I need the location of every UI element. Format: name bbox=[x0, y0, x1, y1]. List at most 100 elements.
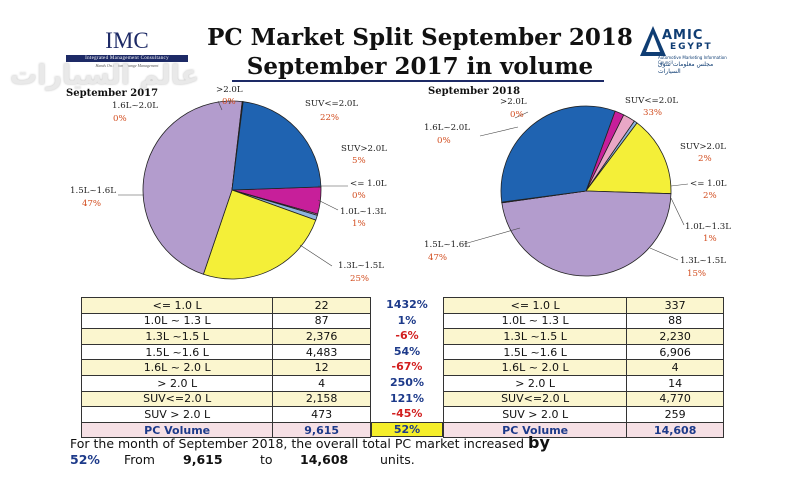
table-row: <= 1.0 L 22 bbox=[80, 297, 371, 314]
total-label-cell: PC Volume bbox=[442, 421, 628, 439]
segment-cell: 1.0L ~ 1.3 L bbox=[80, 312, 274, 330]
pie-slice-suv-le-2-0 bbox=[500, 105, 616, 203]
summary-from-label: From bbox=[124, 452, 155, 467]
segment-cell: 1.3L ~1.5 L bbox=[80, 328, 274, 345]
total-change-cell: 52% bbox=[371, 421, 443, 438]
summary-line1: For the month of September 2018, the ove… bbox=[70, 433, 550, 452]
volume-cell: 87 bbox=[272, 312, 371, 330]
volume-cell: 2,376 bbox=[272, 328, 371, 345]
segment-cell: SUV<=2.0 L bbox=[442, 390, 628, 408]
volume-cell: 259 bbox=[626, 406, 724, 423]
leader-line bbox=[479, 126, 519, 137]
table-row: 1.3L ~1.5 L 2,230 bbox=[442, 328, 724, 345]
summary-units: units. bbox=[380, 452, 415, 467]
leader-line bbox=[649, 247, 679, 261]
table-row: 1.3L ~1.5 L 2,376 bbox=[80, 328, 371, 345]
leader-line bbox=[670, 197, 685, 226]
pie-slice-1-5-1-6 bbox=[142, 100, 243, 275]
table-row: <= 1.0 L 337 bbox=[442, 297, 724, 314]
amic-logo-text: AMIC bbox=[662, 28, 704, 43]
change-cell: -67% bbox=[391, 360, 423, 374]
table-row: 1.5L ~1.6 L 4,483 bbox=[80, 343, 371, 361]
slice-percent-1-3-1-5: 15% bbox=[687, 269, 706, 279]
segment-cell: > 2.0 L bbox=[80, 374, 274, 392]
slice-percent-suv-le-2-0: 22% bbox=[320, 113, 339, 123]
slice-label-suv-le-2-0: SUV<=2.0L bbox=[305, 99, 358, 109]
table-row: SUV<=2.0 L 2,158 bbox=[80, 390, 371, 408]
slice-percent-1-5-1-6: 47% bbox=[82, 199, 101, 209]
page-title-line1: PC Market Split September 2018 bbox=[207, 24, 633, 51]
segment-cell: 1.5L ~1.6 L bbox=[80, 343, 274, 361]
total-row: PC Volume 9,615 bbox=[80, 421, 371, 439]
amic-logo-subtitle: Automotive Marketing Information Council bbox=[658, 55, 727, 65]
segment-cell: <= 1.0 L bbox=[80, 297, 274, 314]
imc-logo-text: IMC bbox=[105, 28, 149, 53]
change-column: 1432% 1% -6% 54% -67% 250% 121% -45% 52% bbox=[371, 297, 443, 438]
segment-cell: 1.3L ~1.5 L bbox=[442, 328, 628, 345]
page-title-line2: September 2017 in volume bbox=[246, 53, 594, 80]
table-row: SUV > 2.0 L 259 bbox=[442, 406, 724, 423]
table-row: > 2.0 L 14 bbox=[442, 374, 724, 392]
table-row: SUV > 2.0 L 473 bbox=[80, 406, 371, 423]
imc-logo-subtitle: Integrated Management Consultancy bbox=[66, 55, 188, 62]
segment-cell: 1.0L ~ 1.3 L bbox=[442, 312, 628, 330]
table-row: SUV<=2.0 L 4,770 bbox=[442, 390, 724, 408]
summary-to-value: 14,608 bbox=[300, 452, 349, 467]
pie-slice-1-3-1-5 bbox=[202, 189, 317, 280]
segment-cell: > 2.0 L bbox=[442, 374, 628, 392]
table-2017: <= 1.0 L 22 1.0L ~ 1.3 L 87 1.3L ~1.5 L 2,376… bbox=[80, 297, 371, 439]
slice-percent-le-1-0: 0% bbox=[352, 191, 366, 201]
total-row: PC Volume 14,608 bbox=[442, 421, 724, 439]
table-row: 1.0L ~ 1.3 L 88 bbox=[442, 312, 724, 330]
imc-logo: IMC Integrated Management Consultancy Ha… bbox=[62, 28, 192, 68]
slice-label-gt-2-0: >2.0L bbox=[216, 85, 243, 95]
volume-cell: 473 bbox=[272, 406, 371, 423]
slice-label-gt-2-0: >2.0L bbox=[500, 97, 527, 107]
volume-cell: 2,158 bbox=[272, 390, 371, 408]
segment-cell: SUV > 2.0 L bbox=[442, 406, 628, 423]
leader-line bbox=[299, 244, 333, 267]
table-row: 1.5L ~1.6 L 6,906 bbox=[442, 343, 724, 361]
slice-label-1-3-1-5: 1.3L~1.5L bbox=[680, 256, 726, 266]
volume-cell: 4 bbox=[272, 374, 371, 392]
segment-cell: 1.6L ~ 2.0 L bbox=[80, 359, 274, 376]
amic-logo-arabic: مجلس معلومات سوق السيارات bbox=[658, 61, 714, 75]
volume-cell: 12 bbox=[272, 359, 371, 376]
change-cell: 54% bbox=[393, 344, 421, 358]
slice-label-suv-le-2-0: SUV<=2.0L bbox=[625, 96, 678, 106]
slice-percent-1-3-1-5: 25% bbox=[350, 274, 369, 284]
volume-cell: 6,906 bbox=[626, 343, 724, 361]
segment-cell: <= 1.0 L bbox=[442, 297, 628, 314]
chart-title-2017: September 2017 bbox=[66, 88, 159, 99]
slice-label-1-0-1-3: 1.0L~1.3L bbox=[340, 207, 386, 217]
amic-logo-country: EGYPT bbox=[670, 42, 713, 52]
leader-line bbox=[317, 199, 339, 211]
slice-percent-1-0-1-3: 1% bbox=[352, 219, 366, 229]
summary-to-label: to bbox=[260, 452, 273, 467]
segment-cell: SUV > 2.0 L bbox=[80, 406, 274, 423]
slice-label-1-5-1-6: 1.5L~1.6L bbox=[70, 186, 116, 196]
slice-percent-le-1-0: 2% bbox=[703, 191, 717, 201]
total-volume-cell: 9,615 bbox=[272, 421, 371, 439]
change-cell: -6% bbox=[395, 329, 419, 343]
volume-cell: 88 bbox=[626, 312, 724, 330]
slice-label-1-5-1-6: 1.5L~1.6L bbox=[424, 240, 470, 250]
volume-cell: 4,483 bbox=[272, 343, 371, 361]
table-row: 1.0L ~ 1.3 L 87 bbox=[80, 312, 371, 330]
pie-slice-suv-le-2-0 bbox=[231, 101, 322, 191]
total-volume-cell: 14,608 bbox=[626, 421, 724, 439]
leader-line bbox=[463, 227, 521, 245]
leader-line bbox=[670, 183, 689, 187]
slice-percent-gt-2-0: 0% bbox=[222, 97, 236, 107]
slice-label-le-1-0: <= 1.0L bbox=[350, 179, 387, 189]
volume-cell: 2,230 bbox=[626, 328, 724, 345]
amic-triangle-icon bbox=[640, 26, 666, 56]
leader-line bbox=[217, 100, 223, 111]
volume-cell: 4,770 bbox=[626, 390, 724, 408]
slice-label-1-0-1-3: 1.0L~1.3L bbox=[685, 222, 731, 232]
volume-cell: 22 bbox=[272, 297, 371, 314]
slice-percent-1-6-2-0: 0% bbox=[113, 114, 127, 124]
change-cell: -45% bbox=[391, 407, 423, 421]
